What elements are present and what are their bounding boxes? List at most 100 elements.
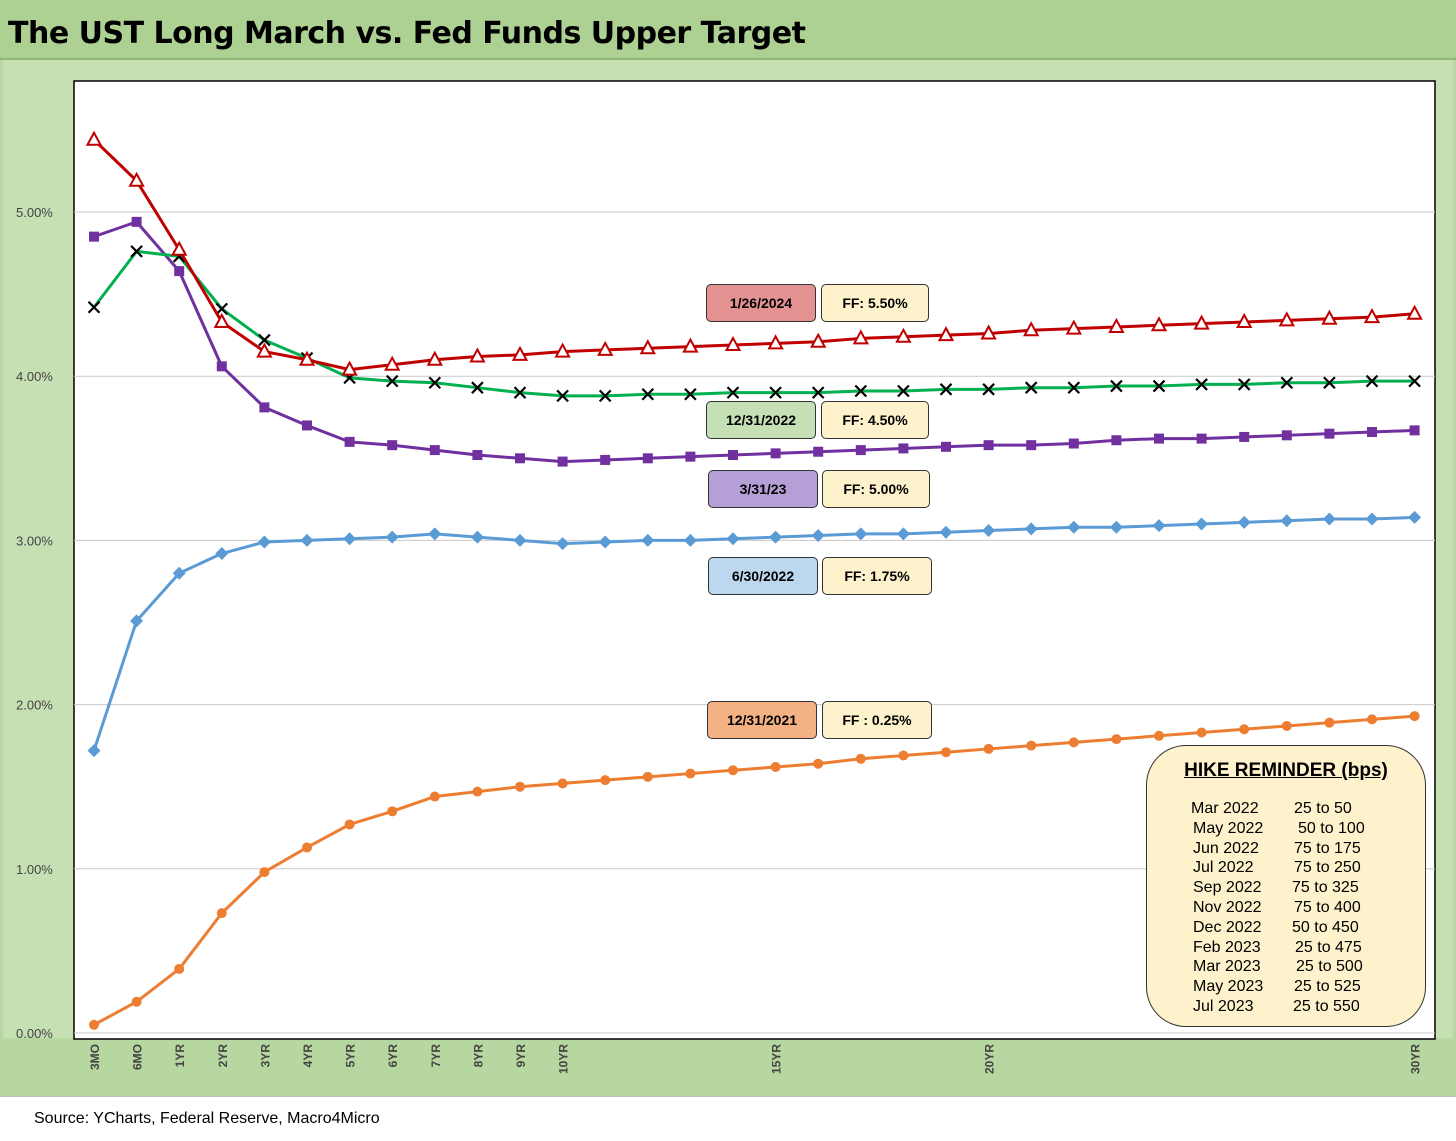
marker-s2021 — [259, 867, 270, 878]
marker-s2022dec — [471, 381, 484, 394]
marker-s2023mar — [387, 440, 398, 451]
marker-s2022jun — [556, 537, 570, 551]
marker-s2023mar — [685, 451, 696, 462]
marker-s2023mar — [1068, 438, 1079, 449]
marker-s2023mar — [1281, 430, 1292, 441]
marker-s2024 — [852, 329, 869, 345]
marker-s2024 — [937, 326, 955, 342]
marker-s2023mar — [557, 456, 568, 467]
chart-title: The UST Long March vs. Fed Funds Upper T… — [8, 16, 806, 51]
marker-s2022jun — [385, 530, 399, 544]
marker-s2021 — [387, 806, 398, 817]
marker-s2023mar — [472, 450, 483, 461]
marker-s2022dec — [1237, 378, 1251, 391]
series-line-s2024 — [92, 138, 1415, 372]
marker-s2021 — [515, 781, 525, 792]
hike-row-bps: 75 to 325 — [1292, 879, 1359, 897]
marker-s2024 — [469, 347, 486, 363]
marker-s2022jun — [1195, 517, 1209, 531]
marker-s2023mar — [131, 216, 142, 227]
marker-s2024 — [980, 324, 997, 340]
marker-s2022dec — [556, 389, 569, 403]
marker-s2022jun — [1109, 520, 1123, 534]
marker-s2024 — [1278, 311, 1295, 327]
marker-s2022jun — [598, 535, 612, 549]
marker-s2022dec — [726, 386, 740, 399]
marker-s2023mar — [600, 454, 611, 465]
marker-s2022dec — [641, 387, 655, 401]
marker-s2024 — [1321, 309, 1338, 325]
x-tick-label: 6MO — [131, 1044, 145, 1070]
marker-s2021 — [600, 775, 611, 786]
marker-s2022dec — [258, 333, 271, 347]
label-ff-2022-jun: FF: 1.75% — [822, 557, 932, 595]
marker-s2022jun — [215, 547, 229, 561]
x-tick-label: 7YR — [429, 1044, 443, 1068]
marker-s2022jun — [1237, 515, 1251, 529]
marker-s2022dec — [1280, 376, 1294, 390]
marker-s2024 — [1065, 319, 1082, 335]
marker-s2021 — [898, 750, 909, 761]
marker-s2024 — [85, 130, 103, 146]
marker-s2023mar — [429, 445, 440, 456]
marker-s2022dec — [598, 389, 612, 403]
hike-row-date: Mar 2022 — [1191, 800, 1259, 817]
marker-s2022jun — [1322, 512, 1336, 526]
marker-s2024 — [128, 171, 145, 187]
marker-s2024 — [895, 327, 912, 343]
hike-row-date: Jul 2023 — [1193, 998, 1254, 1015]
marker-s2024 — [213, 312, 230, 329]
hike-row-bps: 75 to 400 — [1294, 899, 1361, 916]
y-tick-label: 1.00% — [16, 862, 53, 877]
source-note: Source: YCharts, Federal Reserve, Macro4… — [34, 1110, 380, 1127]
hike-row-bps: 25 to 550 — [1293, 998, 1360, 1015]
marker-s2022dec — [1024, 381, 1038, 394]
marker-s2024 — [1150, 316, 1168, 332]
series-line-s2023mar — [93, 220, 1415, 464]
marker-s2024 — [554, 342, 571, 358]
label-ff-2021: FF : 0.25% — [822, 701, 932, 739]
marker-s2023mar — [642, 453, 653, 464]
marker-s2022dec — [939, 383, 953, 396]
x-tick-label: 10YR — [557, 1044, 571, 1074]
x-tick-label: 5YR — [344, 1044, 358, 1068]
marker-s2023mar — [855, 445, 866, 456]
hike-row-date: Sep 2022 — [1193, 879, 1262, 897]
marker-s2021 — [1154, 730, 1164, 741]
label-date-2024: 1/26/2024 — [706, 284, 816, 322]
marker-s2021 — [941, 747, 951, 758]
marker-s2022dec — [87, 300, 101, 314]
x-tick-label: 30YR — [1409, 1044, 1423, 1074]
marker-s2022jun — [726, 532, 740, 546]
marker-s2023mar — [983, 440, 994, 451]
marker-s2024 — [298, 350, 316, 366]
marker-s2023mar — [1367, 427, 1377, 438]
marker-s2021 — [1068, 737, 1079, 748]
marker-s2021 — [131, 996, 142, 1007]
hike-reminder-title: HIKE REMINDER (bps) — [1184, 760, 1388, 781]
marker-s2023mar — [259, 402, 270, 413]
marker-s2023mar — [1111, 435, 1122, 446]
series-line-s2021 — [93, 714, 1415, 1027]
marker-s2021 — [174, 963, 185, 974]
marker-s2022jun — [641, 533, 655, 547]
label-date-2023-mar: 3/31/23 — [708, 470, 818, 508]
marker-s2021 — [1409, 711, 1420, 722]
marker-s2022dec — [130, 245, 143, 258]
marker-s2022dec — [897, 384, 910, 398]
label-ff-2024: FF: 5.50% — [821, 284, 929, 322]
marker-s2024 — [256, 342, 273, 358]
marker-s2021 — [89, 1019, 99, 1030]
marker-s2022dec — [769, 386, 782, 399]
marker-s2022jun — [1152, 519, 1166, 533]
hike-row-bps: 75 to 250 — [1294, 859, 1361, 877]
marker-s2022jun — [87, 744, 101, 758]
hike-row-date: Jun 2022 — [1193, 839, 1259, 857]
marker-s2021 — [557, 778, 568, 789]
marker-s2022jun — [1280, 514, 1294, 528]
marker-s2024 — [1406, 304, 1423, 320]
marker-s2024 — [1363, 307, 1381, 324]
marker-s2021 — [813, 758, 824, 769]
marker-s2021 — [1239, 724, 1250, 735]
marker-s2022jun — [1408, 510, 1422, 524]
